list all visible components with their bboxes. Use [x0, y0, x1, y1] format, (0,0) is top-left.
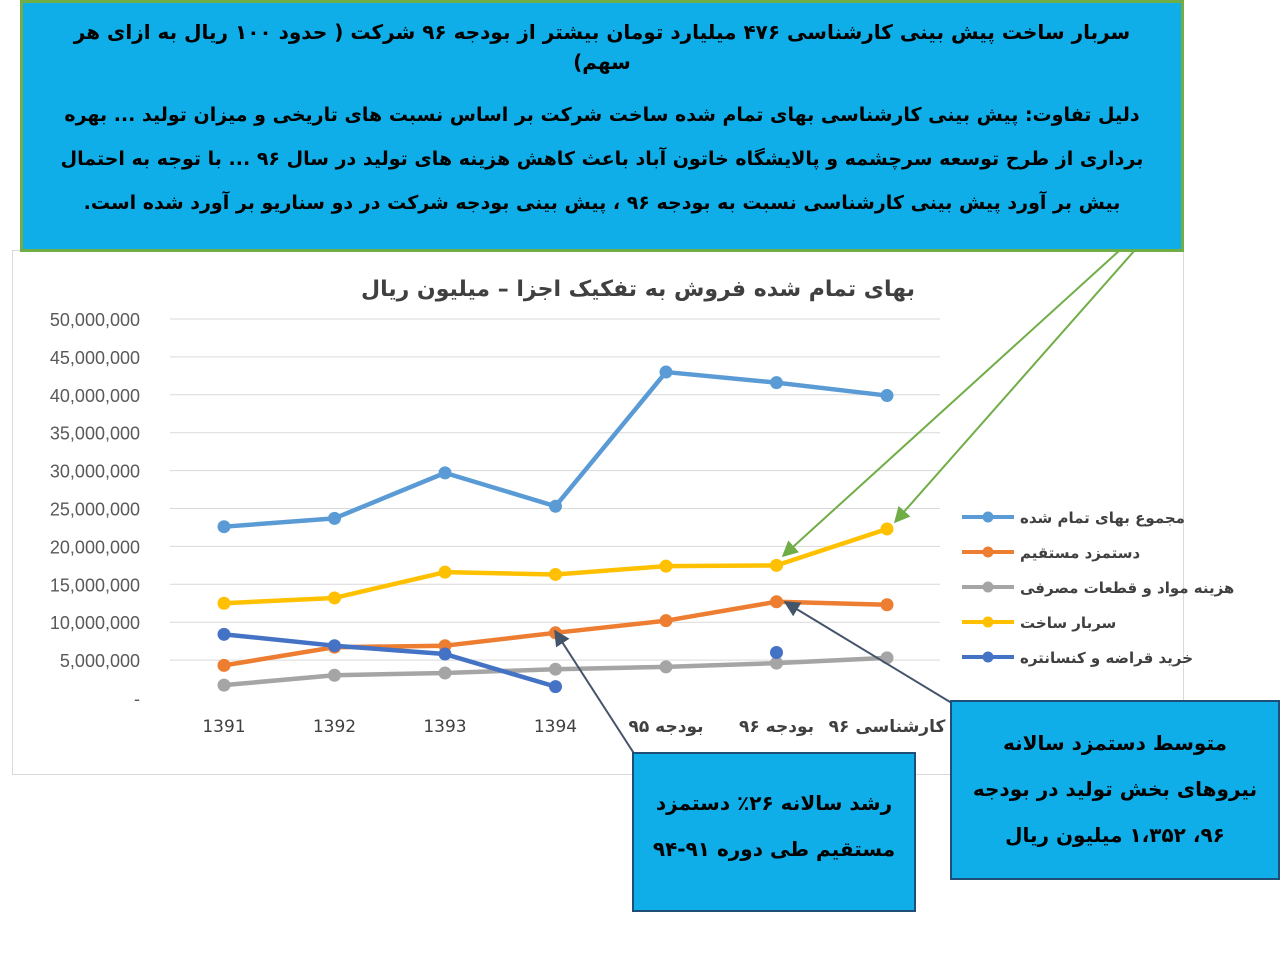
legend-label: مجموع بهای تمام شده — [1020, 509, 1185, 527]
y-tick-label: 40,000,000 — [50, 386, 140, 406]
x-tick-label: 1394 — [534, 717, 577, 737]
legend-marker — [982, 546, 994, 558]
wage-callout: متوسط دستمزد سالانه نیروهای بخش تولید در… — [950, 700, 1280, 880]
x-tick-label: بودجه ۹۶ — [739, 717, 814, 737]
growth-callout-text: رشد سالانه ۲۶٪ دستمزد مستقیم طی دوره ۹۱-… — [652, 791, 896, 861]
y-tick-label: 5,000,000 — [60, 651, 140, 671]
chart-title: بهای تمام شده فروش به تفکیک اجزا – میلیو… — [361, 277, 915, 302]
header-callout-body: دلیل تفاوت: پیش بینی کارشناسی بهای تمام … — [60, 104, 1144, 214]
y-tick-label: 15,000,000 — [50, 575, 140, 595]
x-tick-label: 1393 — [423, 717, 466, 737]
data-point — [659, 559, 673, 573]
data-point — [549, 662, 562, 676]
data-point — [549, 680, 562, 694]
growth-callout: رشد سالانه ۲۶٪ دستمزد مستقیم طی دوره ۹۱-… — [632, 752, 916, 912]
data-point — [880, 598, 894, 612]
wage-callout-text: متوسط دستمزد سالانه نیروهای بخش تولید در… — [972, 731, 1258, 847]
data-point — [217, 658, 231, 672]
data-point — [217, 627, 231, 641]
data-point — [438, 565, 452, 579]
data-point — [770, 558, 783, 572]
data-point — [659, 365, 673, 379]
y-tick-label: 10,000,000 — [50, 613, 140, 633]
data-point — [770, 376, 783, 390]
data-point — [217, 678, 231, 692]
legend-label: خرید قراضه و کنسانتره — [1020, 649, 1193, 667]
data-point — [328, 668, 341, 682]
data-point — [549, 499, 562, 513]
annotation-arrow — [781, 249, 1121, 558]
data-point — [770, 656, 783, 670]
data-point — [659, 660, 673, 674]
legend-label: دستمزد مستقیم — [1020, 544, 1141, 562]
x-tick-label: 1391 — [202, 717, 245, 737]
y-tick-label: 50,000,000 — [50, 310, 140, 330]
header-callout-title: سربار ساخت پیش بینی کارشناسی ۴۷۶ میلیارد… — [73, 20, 1131, 74]
series-line — [221, 526, 890, 606]
y-tick-label: 30,000,000 — [50, 462, 140, 482]
data-point — [880, 389, 894, 403]
data-point — [328, 591, 341, 605]
y-tick-label: 25,000,000 — [50, 500, 140, 520]
data-point — [438, 666, 452, 680]
y-tick-label: 45,000,000 — [50, 348, 140, 368]
data-point — [880, 522, 894, 536]
data-point — [770, 595, 783, 609]
data-point — [217, 596, 231, 610]
annotation-arrow — [783, 601, 956, 706]
annotation-arrow — [893, 249, 1136, 524]
x-tick-label: بودجه ۹۵ — [628, 717, 703, 737]
data-point — [217, 520, 231, 534]
legend-marker — [982, 511, 994, 523]
legend-marker — [982, 651, 994, 663]
data-point — [880, 651, 894, 665]
legend-label: هزینه مواد و قطعات مصرفی — [1020, 579, 1234, 597]
data-point — [549, 567, 562, 581]
x-tick-label: 1392 — [313, 717, 356, 737]
legend-label: سربار ساخت — [1020, 614, 1116, 632]
data-point — [659, 614, 673, 628]
legend-marker — [982, 581, 994, 593]
data-point — [438, 466, 452, 480]
data-point — [328, 511, 341, 525]
data-point — [328, 639, 341, 653]
header-callout: سربار ساخت پیش بینی کارشناسی ۴۷۶ میلیارد… — [20, 0, 1184, 252]
data-point — [438, 647, 452, 661]
y-tick-label: 20,000,000 — [50, 537, 140, 557]
annotation-arrow — [554, 629, 636, 756]
series-line — [221, 632, 558, 689]
x-tick-label: کارشناسی ۹۶ — [829, 717, 946, 737]
y-tick-label: - — [134, 689, 140, 709]
data-point — [770, 646, 783, 660]
legend-marker — [982, 616, 994, 628]
y-tick-label: 35,000,000 — [50, 424, 140, 444]
